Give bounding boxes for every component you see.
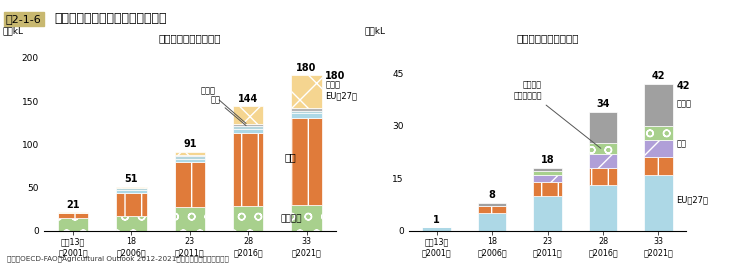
Bar (233, 106, 264, 125)
Bar (644, 83, 673, 126)
Bar (588, 185, 618, 231)
Text: ブラジル
アルゼンチン: ブラジル アルゼンチン (513, 81, 601, 148)
Bar (233, 129, 264, 133)
Bar (116, 216, 147, 231)
Bar (644, 126, 673, 140)
Bar (533, 167, 562, 171)
Bar (291, 118, 322, 205)
Text: バイオ燃料生産量の推移と見通し: バイオ燃料生産量の推移と見通し (55, 12, 167, 25)
Bar (533, 171, 562, 175)
Bar (174, 152, 205, 156)
Text: 34: 34 (596, 99, 610, 109)
Bar (533, 175, 562, 182)
Text: 8: 8 (488, 191, 496, 200)
Text: その他: その他 (326, 80, 340, 89)
Text: EU（27）: EU（27） (326, 91, 357, 100)
Text: 51: 51 (125, 174, 138, 184)
Bar (477, 213, 507, 231)
Text: 42: 42 (652, 72, 665, 81)
Bar (588, 167, 618, 185)
Text: 資料：OECD-FAO「Agricultural Outlook 2012-2021」を基に農林水産省で作成: 資料：OECD-FAO「Agricultural Outlook 2012-20… (7, 256, 229, 262)
Text: 21: 21 (66, 200, 80, 210)
Bar (533, 196, 562, 231)
Bar (291, 108, 322, 111)
Bar (644, 157, 673, 175)
Text: 百万kL: 百万kL (3, 27, 24, 36)
Bar (644, 140, 673, 157)
Bar (174, 162, 205, 207)
Bar (291, 75, 322, 108)
Bar (233, 126, 264, 129)
Text: 図2-1-6: 図2-1-6 (6, 14, 42, 24)
Bar (291, 113, 322, 118)
Bar (174, 159, 205, 162)
Text: 91: 91 (183, 139, 196, 149)
Text: 18: 18 (541, 156, 554, 165)
Bar (533, 182, 562, 196)
Text: その他: その他 (676, 99, 691, 108)
Text: ブラジル: ブラジル (280, 214, 301, 223)
Text: 中国: 中国 (210, 95, 246, 126)
Bar (174, 207, 205, 231)
Bar (422, 227, 451, 231)
Bar (291, 111, 322, 113)
Text: EU（27）: EU（27） (676, 196, 708, 205)
Text: 180: 180 (326, 71, 346, 81)
Bar (588, 143, 618, 153)
Bar (233, 206, 264, 231)
Bar (116, 190, 147, 193)
Bar (233, 133, 264, 206)
Text: 米国: 米国 (285, 152, 296, 162)
Bar (588, 112, 618, 143)
Bar (644, 175, 673, 231)
Bar (116, 188, 147, 190)
Bar (477, 202, 507, 206)
Text: 1: 1 (433, 215, 440, 225)
Title: （バイオエタノール）: （バイオエタノール） (158, 33, 221, 43)
Title: （バイオディーゼル）: （バイオディーゼル） (516, 33, 579, 43)
Bar (116, 187, 147, 188)
Text: 180: 180 (296, 63, 317, 73)
Text: 米国: 米国 (676, 140, 686, 149)
Text: インド: インド (201, 86, 246, 123)
Bar (58, 213, 88, 218)
Bar (58, 218, 88, 231)
Bar (477, 206, 507, 213)
Text: 42: 42 (676, 81, 690, 91)
Text: 144: 144 (238, 94, 258, 104)
Bar (116, 193, 147, 216)
Bar (291, 205, 322, 231)
Bar (588, 153, 618, 167)
Text: 百万kL: 百万kL (364, 27, 385, 36)
Bar (174, 156, 205, 159)
Bar (233, 125, 264, 126)
